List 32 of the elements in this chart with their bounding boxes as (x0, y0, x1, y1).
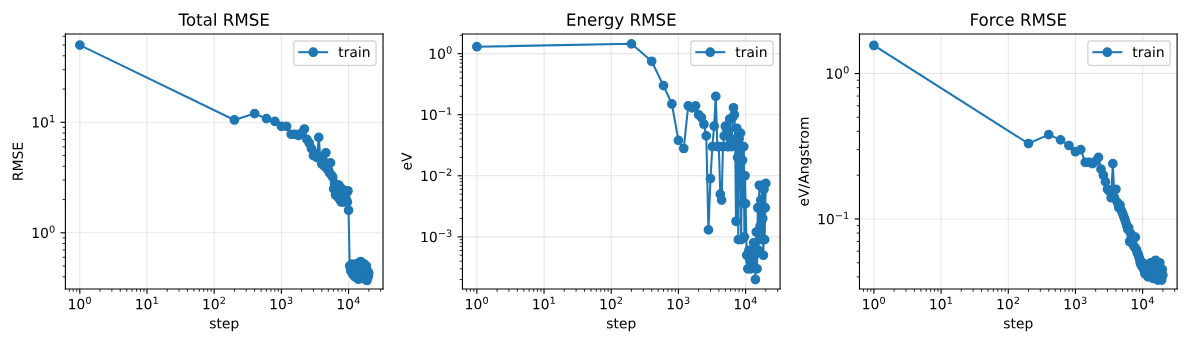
legend-label: train (735, 46, 767, 58)
x-axis-title: step (606, 318, 636, 332)
x-tick-label: 10$^{1}$ (930, 296, 952, 310)
y-axis-title: eV (401, 152, 412, 170)
x-tick-label: 10$^{1}$ (136, 296, 158, 310)
x-tick-label: 10$^{0}$ (466, 296, 488, 310)
chart-title: Energy RMSE (567, 13, 676, 30)
x-tick-label: 10$^{1}$ (533, 296, 555, 310)
x-tick-label: 10$^{0}$ (69, 296, 91, 310)
y-tick-label: 10$^{−3}$ (421, 229, 452, 243)
x-tick-label: 10$^{0}$ (863, 296, 886, 310)
y-tick-label: 10$^{0}$ (429, 46, 452, 60)
y-tick-label: 10$^{−1}$ (818, 211, 849, 225)
legend-label: train (1132, 46, 1164, 58)
x-tick-label: 10$^{3}$ (667, 296, 690, 310)
x-tick-label: 10$^{4}$ (734, 296, 757, 310)
y-tick-label: 10$^{−1}$ (421, 107, 452, 121)
x-tick-label: 10$^{4}$ (1131, 296, 1154, 310)
y-axis-title: eV/Angstrom (798, 117, 812, 206)
x-tick-label: 10$^{3}$ (1064, 296, 1087, 310)
x-tick-label: 10$^{2}$ (203, 296, 225, 310)
x-tick-label: 10$^{4}$ (337, 296, 360, 310)
x-tick-label: 10$^{2}$ (997, 296, 1020, 310)
chart-title: Force RMSE (971, 13, 1066, 26)
x-axis-title: step (209, 318, 239, 332)
y-axis-title: RMSE (12, 142, 23, 180)
x-tick-label: 10$^{3}$ (270, 296, 293, 310)
x-tick-label: 10$^{2}$ (600, 296, 623, 310)
legend-label: train (338, 46, 370, 58)
x-axis-title: step (1004, 318, 1033, 332)
chart-title: Total RMSE (178, 13, 269, 26)
y-tick-label: 10$^{−2}$ (421, 168, 452, 182)
